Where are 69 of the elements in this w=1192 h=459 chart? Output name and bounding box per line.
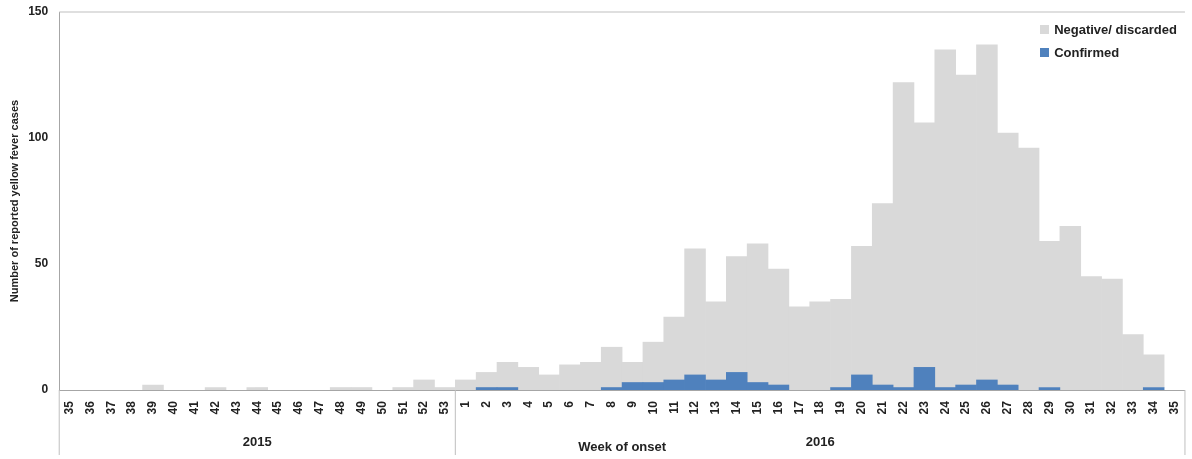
x-axis-title: Week of onset [578,438,667,454]
x-tick-label: 16 [770,400,785,415]
x-tick-label: 43 [228,400,243,415]
bar [1038,387,1061,391]
x-tick-label: 22 [895,400,910,415]
x-tick-label: 1 [458,400,473,408]
bar [246,387,269,391]
x-tick-label: 9 [624,400,639,408]
x-tick-label: 5 [541,400,556,408]
x-tick-label: 8 [603,400,618,408]
legend-label: Confirmed [1053,45,1121,60]
text: 2016 [805,433,835,449]
x-tick-label: 20 [854,400,869,415]
x-tick-label: 17 [791,400,806,415]
x-tick-label: 44 [249,400,264,415]
x-tick-label: 25 [958,400,973,415]
y-tick-label: 150 [28,4,49,19]
legend-label: Negative/ discarded [1053,22,1177,37]
x-tick-label: 39 [145,400,160,415]
bar [1142,387,1165,391]
x-tick-label: 27 [1000,400,1015,415]
x-tick-label: 34 [1146,400,1161,415]
x-tick-label: 47 [312,400,327,415]
x-tick-label: 15 [749,400,764,415]
x-tick-label: 14 [729,400,744,415]
x-tick-label: 45 [270,400,285,415]
x-tick-label: 49 [353,400,368,415]
x-tick-label: 41 [187,400,202,415]
x-tick-label: 32 [1104,400,1119,415]
y-tick-label: 50 [34,256,49,271]
x-tick-label: 48 [332,400,347,415]
x-tick-label: 3 [499,400,514,408]
x-tick-label: 29 [1041,400,1056,415]
x-tick-label: 30 [1062,400,1077,415]
x-tick-label: 26 [979,400,994,415]
x-tick-label: 35 [1166,400,1181,415]
x-tick-label: 40 [166,400,181,415]
x-tick-label: 31 [1083,400,1098,415]
x-tick-label: 37 [103,400,118,415]
x-tick-label: 51 [395,400,410,415]
x-tick-label: 11 [666,400,681,414]
x-tick-label: 28 [1020,400,1035,415]
x-tick-label: 33 [1125,400,1140,415]
text: 2015 [242,433,272,449]
x-tick-label: 18 [812,400,827,415]
x-tick-label: 46 [291,400,306,415]
bar [142,384,164,391]
x-tick-label: 42 [207,400,222,415]
x-tick-label: 38 [124,400,139,415]
x-tick-label: 23 [916,400,931,415]
x-tick-label: 35 [61,400,76,415]
x-tick-label: 36 [82,400,97,415]
x-tick-label: 10 [645,400,660,415]
y-tick-label: 100 [28,130,49,145]
x-tick-label: 19 [833,400,848,415]
x-tick-label: 13 [708,400,723,415]
x-tick-label: 7 [583,400,598,408]
x-tick-label: 52 [416,400,431,415]
y-tick-label: 0 [41,382,49,397]
x-tick-label: 2 [478,400,493,408]
x-tick-label: 50 [374,400,389,415]
x-tick-label: 24 [937,400,952,415]
bar [204,387,227,391]
x-tick-label: 21 [875,400,889,415]
x-tick-label: 12 [687,400,702,415]
x-tick-label: 4 [520,400,535,408]
x-tick-label: 53 [437,400,452,415]
x-tick-label: 6 [562,400,577,408]
y-axis-title: Number of reported yellow fever cases [7,99,20,303]
